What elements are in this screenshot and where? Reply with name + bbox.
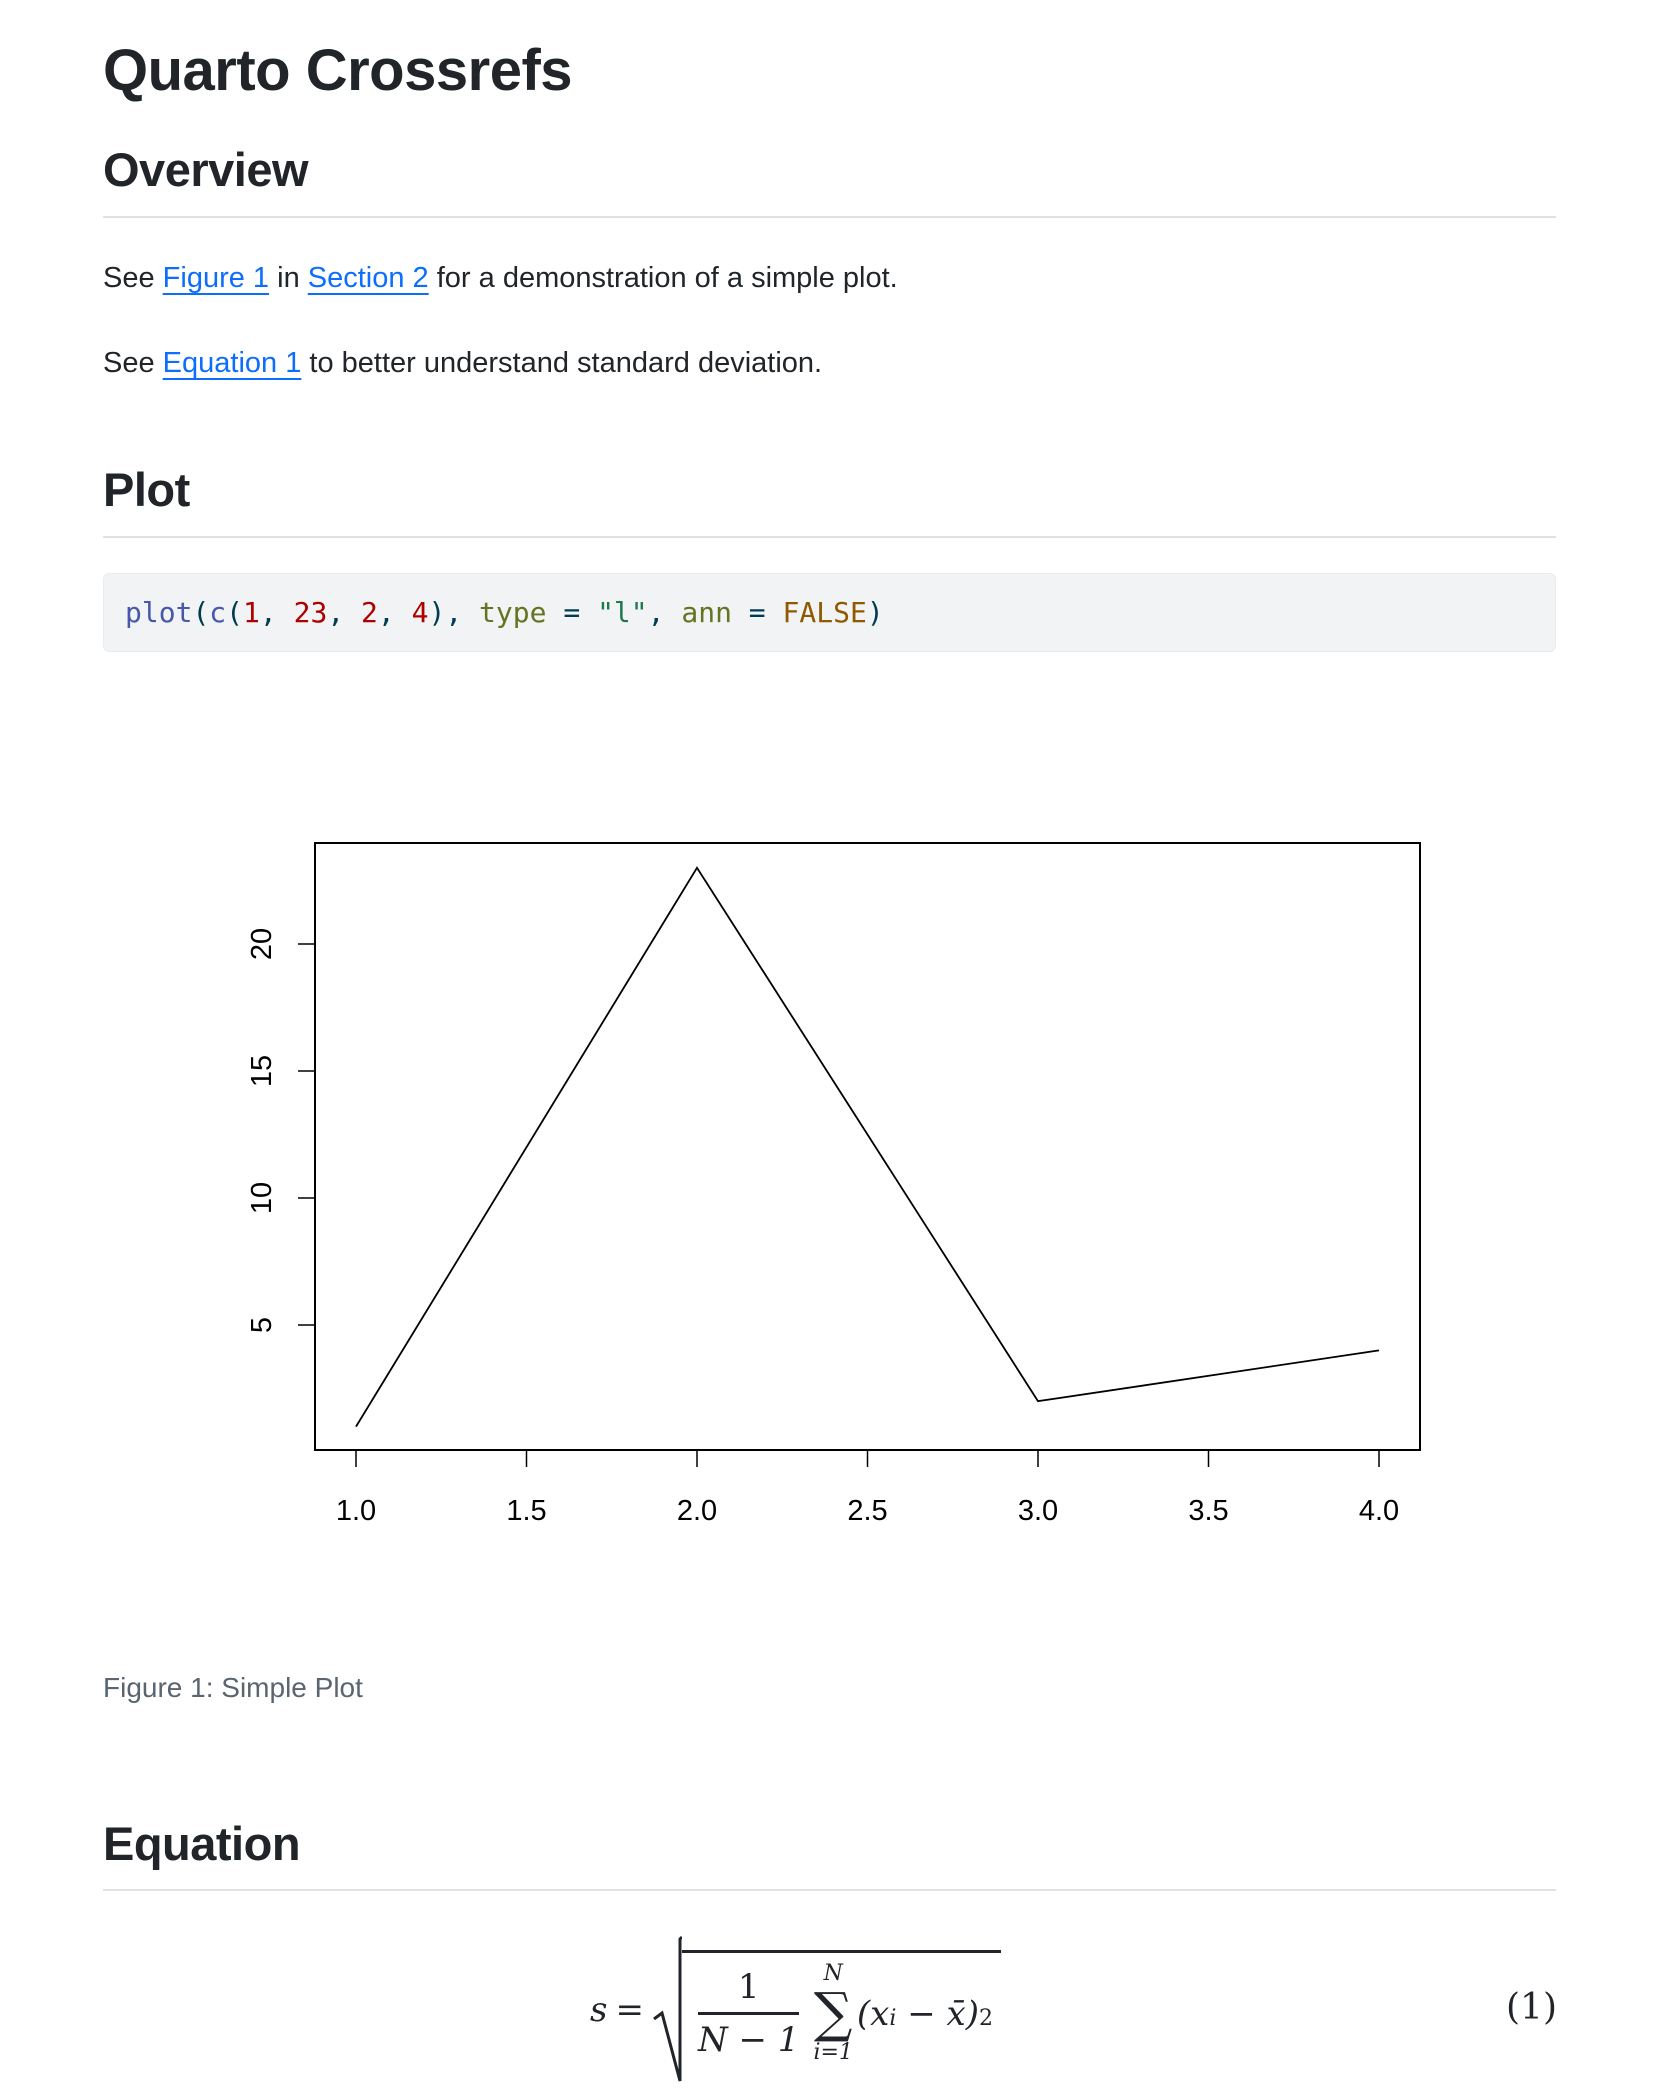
- series-line: [355, 866, 1380, 1428]
- figure-caption: Figure 1: Simple Plot: [103, 1672, 363, 1703]
- heading-plot: Plot: [103, 463, 190, 516]
- code-num: 2: [361, 596, 378, 629]
- eq-term: (x: [856, 1993, 890, 2034]
- text: See: [103, 262, 163, 294]
- plot-frame: [314, 842, 1421, 1451]
- page-title: Quarto Crossrefs: [103, 38, 573, 103]
- eq-sub: i: [889, 2005, 897, 2031]
- link-figure-1[interactable]: Figure 1: [162, 262, 270, 294]
- code-string: "l": [597, 596, 648, 629]
- summation: N ∑ i=1: [813, 1963, 852, 2064]
- code-num: 23: [293, 596, 328, 629]
- heading-equation: Equation: [103, 1817, 301, 1870]
- text: in: [269, 262, 308, 294]
- y-tick-label: 15: [246, 1055, 278, 1087]
- eq-lhs: s: [590, 1990, 608, 2030]
- divider: [103, 536, 1556, 538]
- sqrt-radicand: 1 N − 1 N ∑ i=1 (x i − x̄) 2: [681, 1950, 1001, 2070]
- y-tick-label: 5: [246, 1317, 278, 1333]
- equation: s = 1 N − 1 N ∑ i=1 (x i − x̄) 2: [590, 1930, 1001, 2090]
- y-tick-label: 10: [246, 1182, 278, 1214]
- x-tick-label: 1.5: [506, 1495, 546, 1527]
- x-tick-label: 4.0: [1359, 1495, 1399, 1527]
- paragraph-equation-ref: See Equation 1 to better understand stan…: [103, 349, 822, 378]
- link-equation-1[interactable]: Equation 1: [162, 347, 302, 379]
- eq-sum-upper: N: [823, 1961, 843, 1987]
- code-block: plot(c(1, 23, 2, 4), type = "l", ann = F…: [103, 573, 1556, 652]
- eq-sum-lower: i=1: [813, 2039, 853, 2065]
- x-tick-label: 2.5: [847, 1495, 887, 1527]
- code-text: plot(c(1, 23, 2, 4), type = "l", ann = F…: [125, 596, 884, 629]
- code-fn: c: [209, 596, 227, 629]
- fraction-bar: [697, 2012, 800, 2015]
- x-tick-label: 3.0: [1018, 1495, 1058, 1527]
- code-const: FALSE: [782, 596, 867, 629]
- text: to better understand standard deviation.: [301, 347, 823, 379]
- eq-numerator: 1: [737, 1967, 760, 2007]
- code-fn: plot: [125, 596, 193, 629]
- code-arg: type: [479, 596, 547, 629]
- code-num: 4: [411, 596, 429, 629]
- sqrt-symbol-icon: [653, 1935, 682, 2082]
- x-tick-label: 2.0: [677, 1495, 717, 1527]
- eq-equals: =: [615, 1990, 644, 2030]
- y-tick-label: 20: [246, 928, 278, 960]
- x-tick-label: 3.5: [1188, 1495, 1228, 1527]
- code-num: 1: [243, 596, 260, 629]
- heading-overview: Overview: [103, 143, 309, 196]
- divider: [103, 1889, 1556, 1891]
- text: See: [103, 347, 163, 379]
- fraction: 1 N − 1: [697, 1967, 800, 2060]
- line-chart: 1.0 1.5 2.0 2.5 3.0 3.5 4.0 5 10 15 20: [246, 842, 1421, 1527]
- code-arg: ann: [681, 596, 732, 629]
- divider: [103, 216, 1556, 218]
- text: for a demonstration of a simple plot.: [428, 262, 898, 294]
- paragraph-figure-ref: See Figure 1 in Section 2 for a demonstr…: [103, 264, 898, 293]
- x-tick-label: 1.0: [336, 1495, 376, 1527]
- link-section-2[interactable]: Section 2: [307, 262, 429, 294]
- eq-denominator: N − 1: [697, 2020, 800, 2060]
- eq-sup: 2: [978, 2005, 993, 2031]
- eq-summand: (x i − x̄) 2: [857, 1997, 993, 2031]
- eq-minus-mean: − x̄): [896, 1993, 979, 2034]
- sum-symbol-icon: ∑: [813, 1981, 853, 2045]
- equation-number: (1): [1506, 1987, 1557, 2028]
